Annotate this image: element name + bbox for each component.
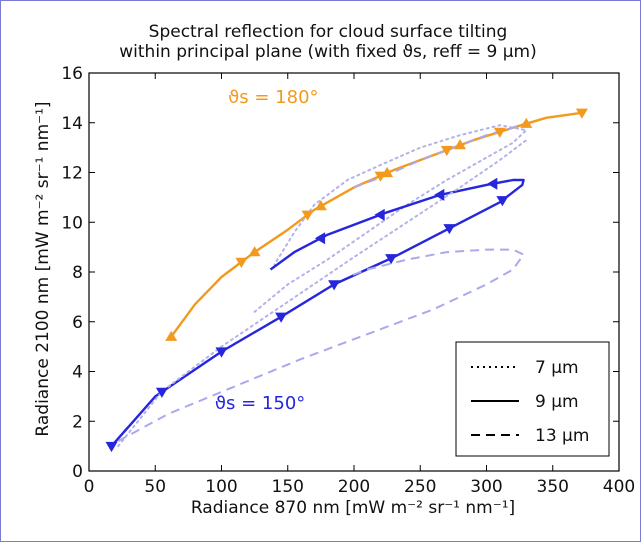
annotation-180: ϑs = 180° [228,87,318,108]
x-tick-label: 50 [144,477,166,497]
data-marker [440,145,453,157]
series-line-150deg-9um [110,178,525,447]
legend-box [455,341,610,457]
data-marker [520,117,533,128]
data-marker [328,280,341,291]
y-tick-label: 2 [72,412,83,432]
legend: 7 µm 9 µm 13 µm [455,341,610,457]
y-tick-label: 16 [61,64,83,84]
x-tick-label: 400 [603,477,635,497]
data-marker [374,171,387,182]
data-marker [493,127,506,138]
x-tick-label: 250 [404,477,436,497]
series-line-150deg-13um [117,248,525,442]
y-tick-label: 10 [61,213,83,233]
y-tick-label: 14 [61,114,83,134]
y-tick-label: 8 [72,263,83,283]
data-marker [215,347,228,358]
data-marker [165,330,178,341]
data-marker [385,254,398,265]
data-marker [275,312,288,323]
data-marker [105,441,118,453]
data-marker [235,257,248,268]
x-tick-label: 150 [272,477,304,497]
y-tick-label: 12 [61,164,83,184]
data-marker [496,196,509,207]
data-marker [155,387,168,398]
data-marker [374,208,385,221]
x-tick-label: 350 [537,477,569,497]
y-tick-label: 0 [72,462,83,482]
series-line-180deg-9um [170,111,583,338]
data-marker [575,108,588,119]
data-marker [301,210,314,221]
plot-area: 0 50 100 150 200 250 300 350 400 0 2 4 6 8 10 12 14 16 ϑs … [61,64,635,497]
legend-label: 7 µm [535,358,579,378]
y-tick-label: 6 [72,313,83,333]
legend-label: 9 µm [535,392,579,412]
chart-title-line2: within principal plane (with fixed ϑs, r… [119,42,536,62]
x-axis-label: Radiance 870 nm [mW m⁻² sr⁻¹ nm⁻¹] [191,498,515,518]
y-tick-label: 4 [72,363,83,383]
data-marker [434,188,445,201]
x-tick-label: 300 [470,477,502,497]
x-tick-label: 100 [205,477,237,497]
data-marker [454,139,466,150]
legend-label: 13 µm [535,426,589,446]
data-marker [314,232,326,245]
y-axis-label: Radiance 2100 nm [mW m⁻² sr⁻¹ nm⁻¹] [33,101,53,436]
series-line-180deg-7um [253,124,528,313]
series-line-150deg-7um [117,139,528,448]
data-marker [443,224,456,235]
x-tick-label: 200 [338,477,370,497]
data-marker [248,246,261,257]
x-tick-label: 0 [84,477,95,497]
annotation-150: ϑs = 150° [215,393,305,414]
data-marker [314,200,327,211]
data-marker [487,177,498,190]
chart-title-line1: Spectral reflection for cloud surface ti… [149,22,508,42]
